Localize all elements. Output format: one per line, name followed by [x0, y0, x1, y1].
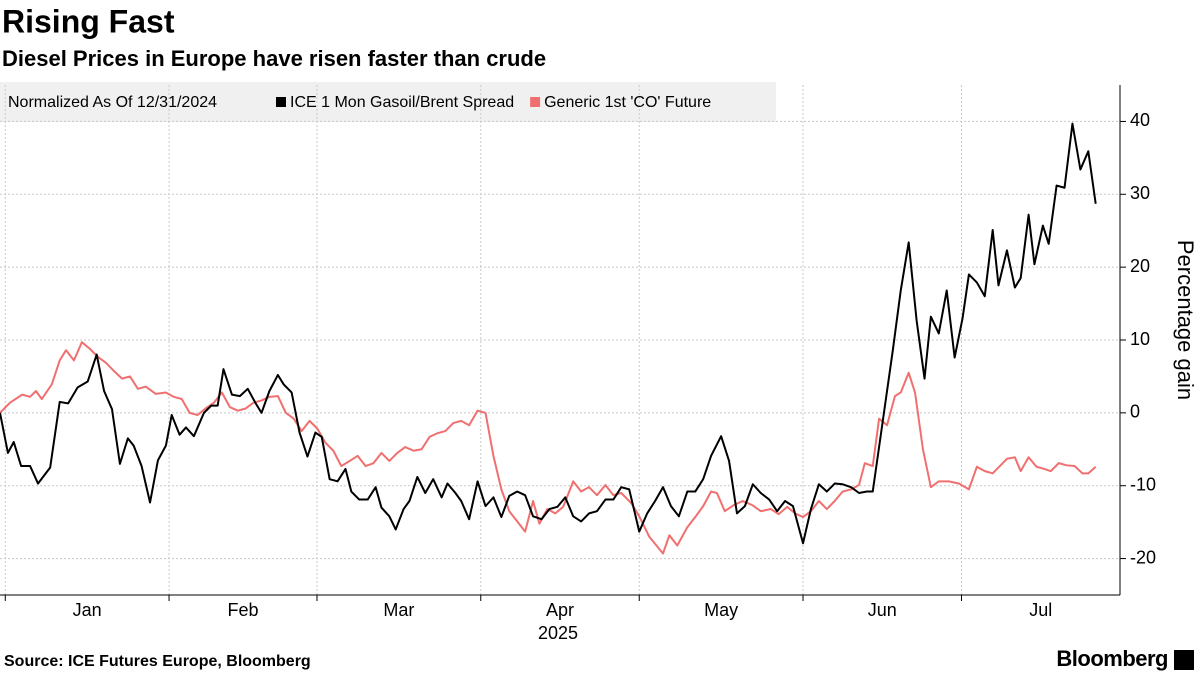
series-line: [0, 122, 1097, 545]
x-tick-label: Mar: [383, 600, 414, 620]
series-line: [0, 341, 1097, 555]
brand-icon: [1174, 650, 1194, 670]
legend-title: Normalized As Of 12/31/2024: [8, 94, 217, 111]
x-tick-label: Jan: [73, 600, 102, 620]
y-tick-label: -10: [1130, 474, 1156, 494]
legend-swatch: [276, 97, 286, 107]
y-tick-label: 10: [1130, 329, 1150, 349]
source: Source: ICE Futures Europe, Bloomberg: [4, 653, 311, 670]
x-tick-label: Jul: [1029, 600, 1052, 620]
x-tick-label: Apr: [546, 600, 574, 620]
y-tick-label: 30: [1130, 183, 1150, 203]
x-tick-label: Jun: [868, 600, 897, 620]
y-tick-label: 0: [1130, 402, 1140, 422]
y-tick-label: 40: [1130, 110, 1150, 130]
legend-label: ICE 1 Mon Gasoil/Brent Spread: [290, 94, 514, 111]
x-tick-label: Feb: [228, 600, 259, 620]
legend-background: [0, 82, 776, 122]
x-axis-label: 2025: [538, 623, 578, 643]
chart-title: Rising Fast: [2, 3, 175, 39]
x-tick-label: May: [704, 600, 738, 620]
y-axis-label: Percentage gain: [1173, 240, 1198, 400]
legend-swatch: [530, 97, 541, 107]
legend-label: Generic 1st 'CO' Future: [544, 94, 711, 111]
chart-subtitle: Diesel Prices in Europe have risen faste…: [2, 46, 546, 71]
y-tick-label: 20: [1130, 256, 1150, 276]
brand: Bloomberg: [1056, 646, 1168, 671]
y-tick-label: -20: [1130, 547, 1156, 567]
